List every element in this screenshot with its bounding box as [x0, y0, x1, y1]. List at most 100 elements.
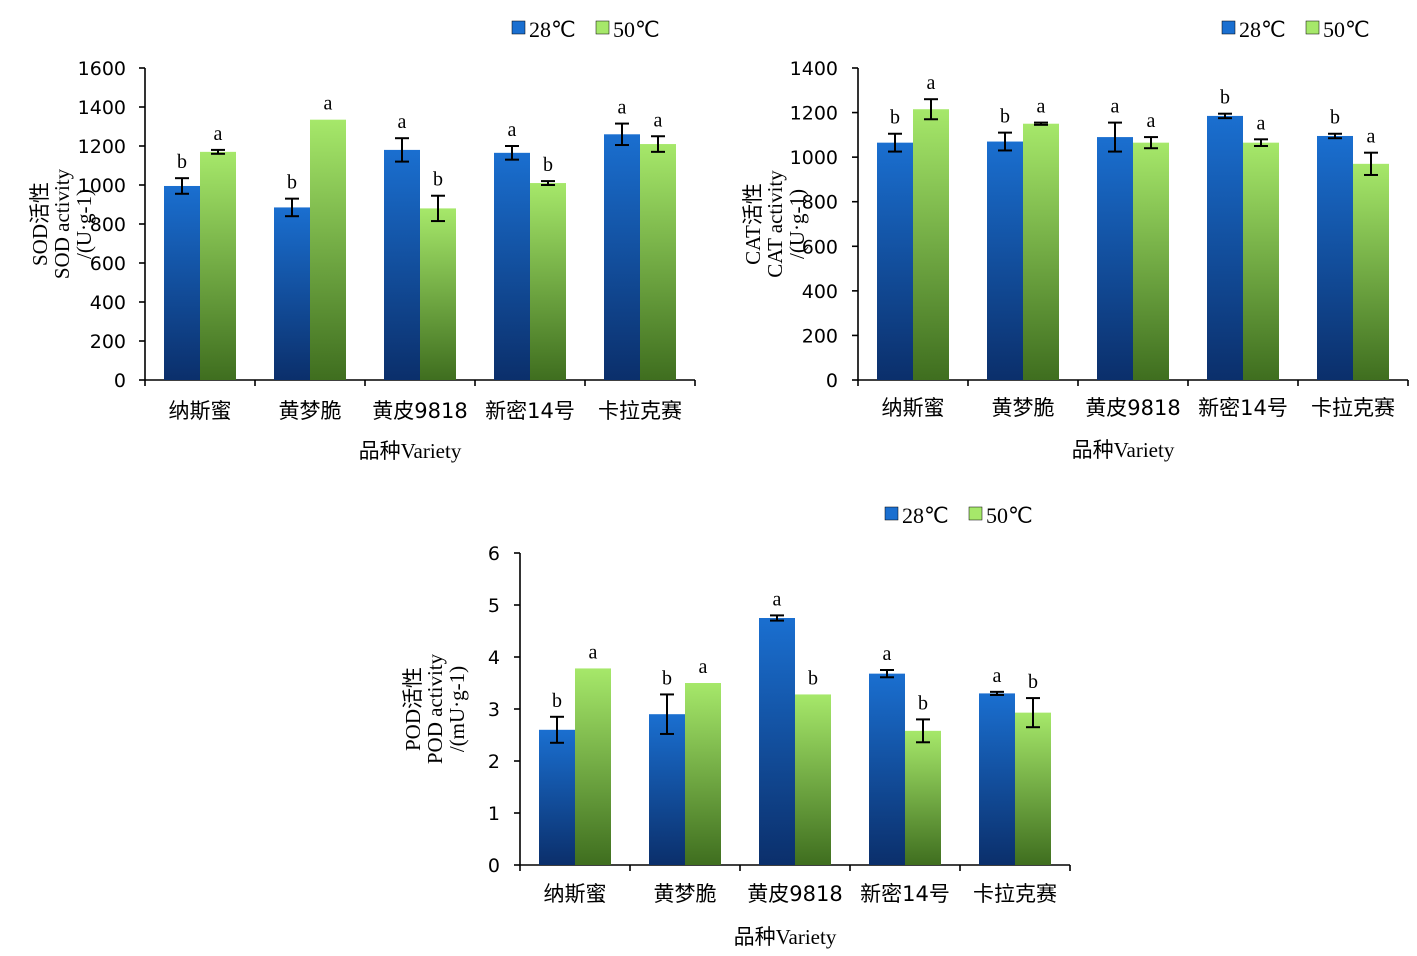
significance-label: b — [1028, 671, 1038, 693]
y-axis-title-line: POD活性 — [401, 667, 425, 751]
y-tick-label: 6 — [488, 543, 500, 565]
y-axis-title-line: SOD activity — [50, 168, 74, 279]
y-tick-label: 800 — [90, 214, 126, 236]
significance-label: a — [1111, 96, 1120, 118]
y-tick-label: 1000 — [78, 175, 126, 197]
y-axis-title-line: CAT活性 — [741, 183, 765, 265]
category-label: 黄皮9818 — [372, 399, 467, 423]
category-label: 纳斯蜜 — [169, 399, 232, 423]
category-label: 黄梦脆 — [992, 396, 1055, 420]
significance-label: a — [654, 109, 663, 131]
category-label: 纳斯蜜 — [544, 882, 607, 906]
category-label: 黄皮9818 — [747, 882, 842, 906]
bar-50c — [200, 151, 236, 380]
bar-50c — [913, 109, 949, 380]
y-tick-label: 600 — [802, 236, 838, 258]
pod-chart: 0 1 2 3 4 5 6 b a 纳斯蜜 b a 黄梦脆 a b 黄皮9818 a b 新密14号 a b 卡拉克赛品种… — [401, 503, 1071, 949]
bar-50c — [640, 144, 676, 380]
category-label: 新密14号 — [1198, 396, 1288, 420]
y-tick-label: 0 — [114, 370, 126, 392]
significance-label: b — [543, 154, 553, 176]
y-axis-title-line: /(mU·g-1) — [445, 666, 469, 752]
significance-label: b — [287, 172, 297, 194]
bar-28c — [539, 729, 575, 865]
bar-28c — [1207, 115, 1243, 381]
bar-50c — [530, 183, 566, 380]
significance-label: a — [883, 643, 892, 665]
legend-label: 50℃ — [1323, 17, 1370, 42]
bar-50c — [1353, 163, 1389, 380]
category-label: 卡拉克赛 — [1311, 396, 1395, 420]
significance-label: a — [1037, 96, 1046, 118]
significance-label: a — [1367, 126, 1376, 148]
significance-label: a — [618, 97, 627, 119]
bar-50c — [1133, 142, 1169, 380]
significance-label: a — [508, 119, 517, 141]
y-tick-label: 800 — [802, 192, 838, 214]
legend-swatch — [884, 506, 899, 521]
category-label: 卡拉克赛 — [973, 882, 1057, 906]
y-tick-label: 0 — [826, 370, 838, 392]
significance-label: b — [918, 692, 928, 714]
y-tick-label: 5 — [488, 595, 500, 617]
y-tick-label: 200 — [90, 331, 126, 353]
legend-swatch — [511, 20, 526, 35]
y-tick-label: 2 — [488, 751, 500, 773]
legend-label: 28℃ — [529, 17, 576, 42]
significance-label: b — [808, 667, 818, 689]
legend-label: 28℃ — [1239, 17, 1286, 42]
bar-50c — [795, 694, 831, 865]
bar-50c — [905, 730, 941, 865]
bar-50c — [420, 208, 456, 380]
y-tick-label: 1200 — [790, 103, 838, 125]
bar-28c — [869, 673, 905, 865]
legend-swatch — [595, 20, 610, 35]
y-tick-label: 400 — [802, 281, 838, 303]
y-tick-label: 400 — [90, 292, 126, 314]
bar-28c — [604, 134, 640, 380]
sod-chart: 0 200 400 600 800 1000 1200 1400 1600 b a 纳斯蜜 b a 黄梦脆 a… — [28, 17, 696, 463]
significance-label: b — [890, 107, 900, 129]
y-axis-title-line: SOD活性 — [28, 182, 52, 266]
y-tick-label: 200 — [802, 325, 838, 347]
bar-28c — [384, 149, 420, 380]
y-tick-label: 1200 — [78, 136, 126, 158]
y-axis-title-line: /(U·g-1) — [72, 189, 96, 259]
y-tick-label: 0 — [488, 855, 500, 877]
x-axis-title: 品种Variety — [359, 439, 462, 463]
y-axis-title-line: CAT activity — [763, 170, 787, 278]
bar-50c — [1015, 712, 1051, 865]
y-axis-title-line: POD activity — [423, 653, 447, 764]
category-label: 黄梦脆 — [279, 399, 342, 423]
category-label: 黄皮9818 — [1085, 396, 1180, 420]
legend-swatch — [968, 506, 983, 521]
bar-50c — [685, 683, 721, 865]
category-label: 纳斯蜜 — [882, 396, 945, 420]
significance-label: a — [773, 588, 782, 610]
significance-label: a — [927, 72, 936, 94]
bar-28c — [1097, 137, 1133, 380]
significance-label: b — [433, 169, 443, 191]
bar-50c — [310, 119, 346, 381]
significance-label: b — [1330, 107, 1340, 129]
significance-label: b — [1220, 87, 1230, 109]
category-label: 新密14号 — [860, 882, 950, 906]
bar-28c — [877, 142, 913, 380]
significance-label: b — [662, 667, 672, 689]
x-axis-title: 品种Variety — [1072, 438, 1175, 462]
legend-swatch — [1221, 20, 1236, 35]
x-axis-title: 品种Variety — [734, 925, 837, 949]
significance-label: a — [1147, 110, 1156, 132]
legend-swatch — [1305, 20, 1320, 35]
bar-28c — [274, 207, 310, 380]
y-tick-label: 3 — [488, 699, 500, 721]
bar-28c — [987, 141, 1023, 380]
bar-28c — [759, 618, 795, 865]
bar-50c — [575, 668, 611, 865]
category-label: 卡拉克赛 — [598, 399, 682, 423]
legend-label: 50℃ — [613, 17, 660, 42]
cat-chart: 0 200 400 600 800 1000 1200 1400 b a 纳斯蜜 b a 黄梦脆 a a 黄皮9… — [741, 17, 1409, 462]
significance-label: a — [214, 123, 223, 145]
bar-28c — [979, 693, 1015, 865]
